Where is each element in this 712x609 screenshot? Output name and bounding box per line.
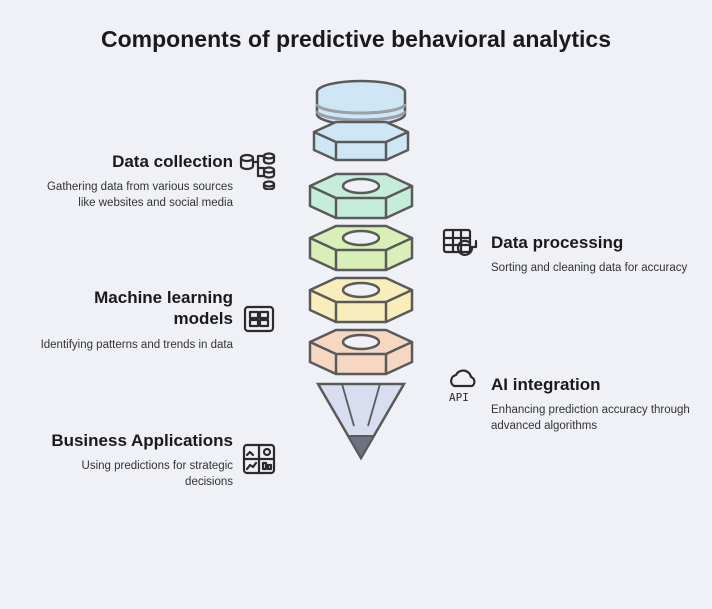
pencil-stack <box>296 78 426 468</box>
page-title: Components of predictive behavioral anal… <box>0 26 712 53</box>
label-title: AI integration <box>491 374 691 395</box>
pencil-segment-nut-2 <box>296 222 426 274</box>
label-desc: Using predictions for strategic decision… <box>33 459 233 490</box>
label-title: Machine learning models <box>33 287 233 330</box>
label-desc: Gathering data from various sources like… <box>33 180 233 211</box>
label-title: Data processing <box>491 232 691 253</box>
dashboard-icon <box>238 438 280 480</box>
label-data-collection: Data collection Gathering data from vari… <box>33 151 233 211</box>
label-desc: Identifying patterns and trends in data <box>33 338 233 354</box>
label-business-apps: Business Applications Using predictions … <box>33 430 233 490</box>
label-title: Data collection <box>33 151 233 172</box>
label-desc: Sorting and cleaning data for accuracy <box>491 261 691 277</box>
pencil-segment-nut-1 <box>296 170 426 222</box>
svg-text:API: API <box>449 391 469 404</box>
label-title: Business Applications <box>33 430 233 451</box>
grid-box-icon <box>238 298 280 340</box>
pencil-segment-nut-4 <box>296 326 426 378</box>
label-data-processing: Data processing Sorting and cleaning dat… <box>491 232 691 277</box>
pencil-segment-nut-3 <box>296 274 426 326</box>
pencil-segment-tip <box>296 378 426 468</box>
label-ml-models: Machine learning models Identifying patt… <box>33 287 233 353</box>
pencil-segment-cap <box>296 78 426 170</box>
database-network-icon <box>238 148 280 190</box>
table-refresh-icon <box>440 224 482 266</box>
label-desc: Enhancing prediction accuracy through ad… <box>491 403 691 434</box>
cloud-api-icon: API <box>440 366 482 408</box>
label-ai-integration: AI integration Enhancing prediction accu… <box>491 374 691 434</box>
